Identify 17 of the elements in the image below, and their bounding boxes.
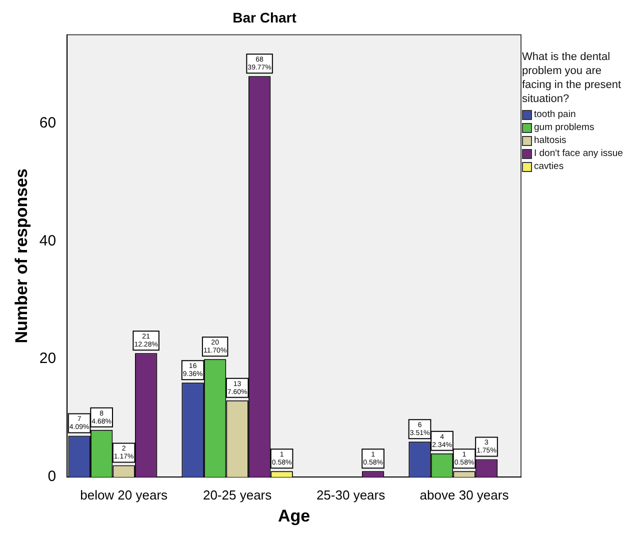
x-tick-label: below 20 years <box>80 487 168 502</box>
y-tick-label: 0 <box>48 468 56 486</box>
legend-label: gum problems <box>534 121 594 134</box>
legend-label: tooth pain <box>534 108 576 121</box>
chart-title: Bar Chart <box>232 9 297 26</box>
y-axis-title: Number of responses <box>12 168 31 344</box>
x-tick-label: 20-25 years <box>202 487 272 502</box>
y-tick-label: 40 <box>39 232 56 250</box>
legend-label: haltosis <box>534 134 566 147</box>
legend-label: cavties <box>534 160 564 173</box>
legend-title: What is the dental problem you are facing in the present situation? <box>522 50 622 106</box>
x-axis-title: Age <box>278 506 310 526</box>
x-tick-label: 25-30 years <box>316 487 386 502</box>
x-tick-label: above 30 years <box>420 487 510 502</box>
legend-label: I don't face any issue <box>534 147 623 160</box>
y-tick-label: 60 <box>39 114 56 132</box>
y-tick-label: 20 <box>39 350 56 368</box>
